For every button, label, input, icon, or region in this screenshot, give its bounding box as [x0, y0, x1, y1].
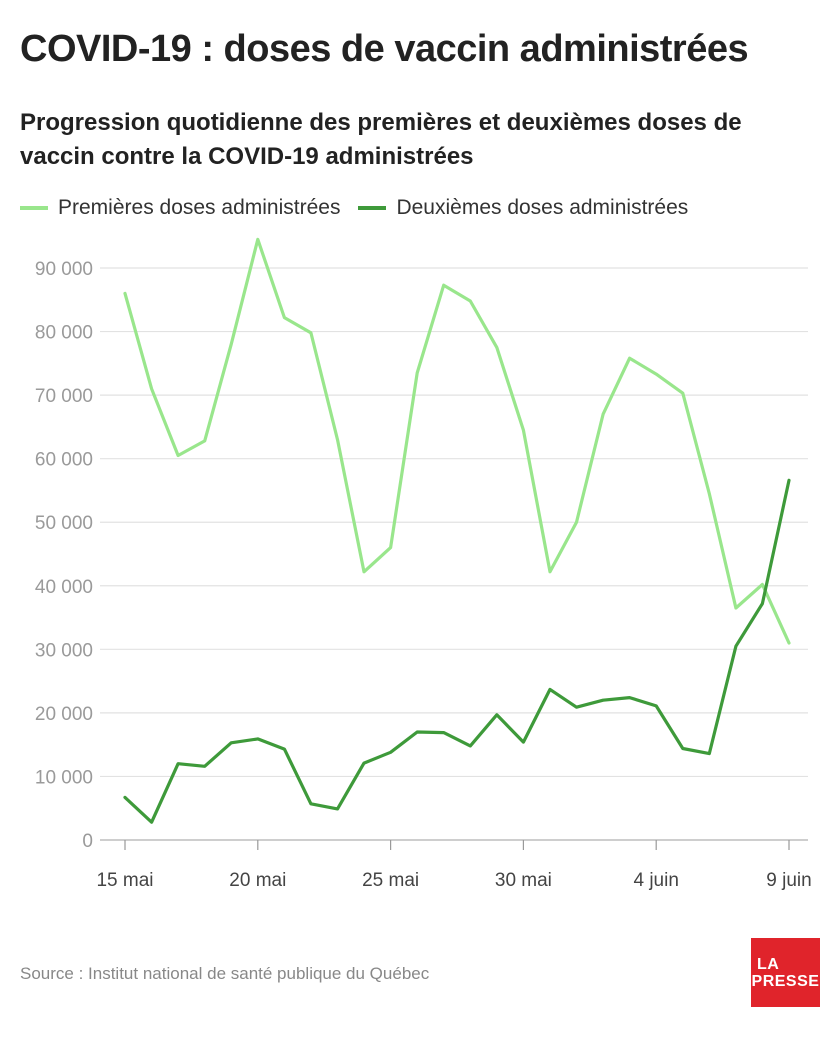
- legend-label-first-doses: Premières doses administrées: [58, 196, 341, 219]
- x-tick-label: 25 mai: [362, 870, 419, 891]
- y-tick-label: 50 000: [35, 513, 93, 534]
- series-line-first-doses: [123, 237, 791, 645]
- logo-line-2: PRESSE: [751, 972, 820, 990]
- legend-item-second-doses: Deuxièmes doses administrées: [358, 196, 688, 220]
- y-tick-label: 60 000: [35, 450, 93, 471]
- x-tick-label: 30 mai: [495, 870, 552, 891]
- y-tick-label: 40 000: [35, 577, 93, 598]
- x-tick-label: 20 mai: [229, 870, 286, 891]
- logo-line-1: LA: [757, 955, 780, 973]
- x-tick-label: 9 juin: [766, 870, 811, 891]
- y-tick-label: 0: [82, 831, 93, 852]
- legend: Premières doses administrées Deuxièmes d…: [20, 196, 706, 220]
- legend-swatch-second-doses: [358, 206, 387, 210]
- x-tick-label: 4 juin: [633, 870, 678, 891]
- chart-title: COVID-19 : doses de vaccin administrées: [20, 28, 749, 70]
- legend-item-first-doses: Premières doses administrées: [20, 196, 340, 220]
- chart-subtitle: Progression quotidienne des premières et…: [20, 109, 742, 170]
- legend-swatch-first-doses: [20, 206, 48, 210]
- y-tick-label: 20 000: [35, 704, 93, 725]
- y-tick-label: 10 000: [35, 767, 93, 788]
- y-tick-label: 30 000: [35, 640, 93, 661]
- y-tick-label: 70 000: [35, 386, 93, 407]
- source-note: Source : Institut national de santé publ…: [20, 964, 430, 983]
- la-presse-logo: LA PRESSE: [751, 938, 820, 1007]
- x-tick-label: 15 mai: [96, 870, 153, 891]
- legend-label-second-doses: Deuxièmes doses administrées: [396, 196, 689, 219]
- line-chart: 0 10 000 20 000 30 000 40 000 50 000 60 000 70 …: [35, 237, 812, 891]
- series-line-second-doses: [123, 478, 791, 824]
- y-tick-label: 80 000: [35, 323, 93, 344]
- y-tick-label: 90 000: [35, 259, 93, 280]
